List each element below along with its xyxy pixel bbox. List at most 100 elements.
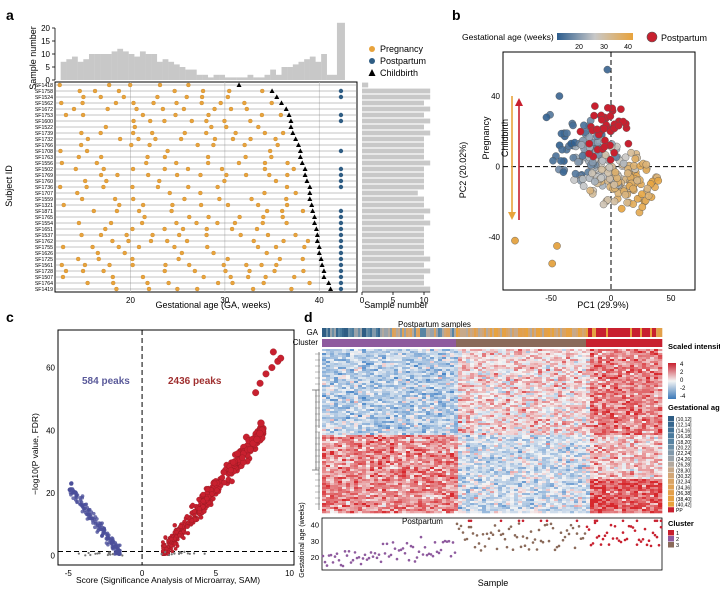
panel-d-heat-cell bbox=[366, 397, 371, 400]
panel-d-heat-cell bbox=[398, 363, 403, 366]
panel-d-heat-cell bbox=[558, 403, 563, 406]
panel-d-heat-cell bbox=[534, 389, 539, 392]
panel-d-ga-cell bbox=[352, 328, 355, 337]
panel-d-heat-cell bbox=[422, 407, 427, 410]
panel-c-down-point bbox=[71, 496, 75, 500]
panel-d-heat-cell bbox=[574, 415, 579, 418]
panel-d-heat-cell bbox=[374, 403, 379, 406]
panel-d-heat-cell bbox=[518, 393, 523, 396]
panel-d-heat-cell bbox=[466, 355, 471, 358]
panel-d-heat-cell bbox=[550, 351, 555, 354]
panel-d-heat-cell bbox=[358, 407, 363, 410]
panel-d-heat-cell bbox=[378, 371, 383, 374]
panel-d-heat-cell bbox=[434, 407, 439, 410]
panel-d-heat-cell bbox=[426, 377, 431, 380]
panel-d-heat-cell bbox=[434, 381, 439, 384]
panel-d-heat-cell bbox=[574, 391, 579, 394]
panel-d-heat-cell bbox=[582, 395, 587, 398]
panel-d-heat-cell bbox=[386, 355, 391, 358]
panel-a-pregnancy-point bbox=[195, 142, 200, 148]
panel-d-heat-cell bbox=[550, 399, 555, 402]
panel-a-pregnancy-point bbox=[95, 250, 100, 256]
panel-d-cluster-cell bbox=[572, 339, 575, 347]
panel-d-heat-cell bbox=[622, 375, 627, 378]
panel-d-heat-cell bbox=[550, 413, 555, 416]
panel-d-cluster-cell bbox=[416, 339, 419, 347]
panel-d-heat-cell bbox=[434, 389, 439, 392]
panel-a-right-bar bbox=[362, 166, 424, 172]
panel-d-heat-cell bbox=[346, 375, 351, 378]
panel-d-heat-cell bbox=[362, 405, 367, 408]
panel-d-heat-cell bbox=[586, 415, 591, 418]
panel-d-heat-cell bbox=[398, 419, 403, 422]
panel-d-heat-cell bbox=[510, 405, 515, 408]
panel-d-heat-cell bbox=[622, 383, 627, 386]
panel-d-heat-cell bbox=[346, 385, 351, 388]
panel-d-heat-cell bbox=[598, 355, 603, 358]
panel-d-annotation-bars bbox=[322, 328, 663, 347]
panel-c-down-point bbox=[118, 543, 122, 548]
panel-a-pregnancy-point bbox=[131, 196, 136, 202]
panel-d-heat-cell bbox=[598, 349, 603, 352]
panel-d-heat-cell bbox=[462, 371, 467, 374]
panel-d-heat-cell bbox=[462, 351, 467, 354]
panel-c-down-point bbox=[83, 506, 87, 510]
panel-d-heat-cell bbox=[610, 349, 615, 352]
panel-d-heat-cell bbox=[546, 363, 551, 366]
panel-d-heat-cell bbox=[462, 363, 467, 366]
panel-d-cluster-cell bbox=[420, 339, 423, 347]
panel-a-childbirth-marker bbox=[314, 232, 320, 237]
panel-d-heat-cell bbox=[378, 357, 383, 360]
panel-a-right-bar bbox=[362, 88, 431, 94]
panel-d-heat-cell bbox=[338, 361, 343, 364]
panel-d-heat-cell bbox=[486, 423, 491, 426]
panel-d-heat-cell bbox=[534, 401, 539, 404]
panel-d-heat-cell bbox=[546, 411, 551, 414]
panel-d-heat-cell bbox=[442, 407, 447, 410]
panel-d-heat-cell bbox=[522, 383, 527, 386]
panel-d-heat-cell bbox=[374, 381, 379, 384]
panel-a-pregnancy-point bbox=[221, 262, 226, 268]
panel-a-right-bar bbox=[362, 154, 424, 160]
panel-d-heat-cell bbox=[354, 419, 359, 422]
panel-d-heat-cell bbox=[550, 377, 555, 380]
panel-b-postpartum-point bbox=[585, 139, 594, 148]
panel-d-heat-cell bbox=[494, 403, 499, 406]
panel-d-heat-cell bbox=[494, 417, 499, 420]
panel-d-heat-cell bbox=[570, 371, 575, 374]
panel-d-heat-cell bbox=[482, 369, 487, 372]
panel-d-heat-cell bbox=[462, 373, 467, 376]
panel-d-heat-cell bbox=[550, 421, 555, 424]
panel-d-heat-cell bbox=[538, 385, 543, 388]
panel-d-heat-cell bbox=[658, 405, 663, 408]
panel-d-cluster-cell bbox=[456, 339, 459, 347]
panel-d-heat-cell bbox=[330, 361, 335, 364]
panel-d-heat-cell bbox=[614, 365, 619, 368]
panel-d-heat-cell bbox=[574, 367, 579, 370]
panel-d-ga-cell bbox=[436, 328, 439, 337]
panel-d-heat-cell bbox=[466, 419, 471, 422]
panel-d-heat-cell bbox=[334, 399, 339, 402]
panel-d-ga-cell bbox=[656, 328, 659, 337]
panel-d-heat-cell bbox=[554, 423, 559, 426]
panel-d-heat-cell bbox=[346, 365, 351, 368]
panel-d-heat-cell bbox=[542, 381, 547, 384]
panel-a-right-tick-label: 0 bbox=[360, 296, 365, 305]
panel-d-heat-cell bbox=[434, 361, 439, 364]
panel-d-heat-cell bbox=[454, 409, 459, 412]
panel-a-childbirth-marker bbox=[302, 172, 308, 177]
panel-d-heat-cell bbox=[330, 379, 335, 382]
panel-d-heat-cell bbox=[582, 361, 587, 364]
panel-d-heat-cell bbox=[626, 393, 631, 396]
panel-d-heat-cell bbox=[418, 409, 423, 412]
panel-a-top-bar bbox=[105, 54, 112, 80]
panel-d-heat-cell bbox=[322, 373, 327, 376]
panel-d-cluster-cell bbox=[476, 339, 479, 347]
panel-d-heat-cell bbox=[442, 393, 447, 396]
panel-d-cluster-cell bbox=[570, 339, 573, 347]
panel-d-heat-cell bbox=[582, 365, 587, 368]
panel-d-heat-cell bbox=[518, 401, 523, 404]
panel-d-heat-cell bbox=[506, 363, 511, 366]
panel-d-heat-cell bbox=[394, 413, 399, 416]
panel-d-heat-cell bbox=[598, 357, 603, 360]
